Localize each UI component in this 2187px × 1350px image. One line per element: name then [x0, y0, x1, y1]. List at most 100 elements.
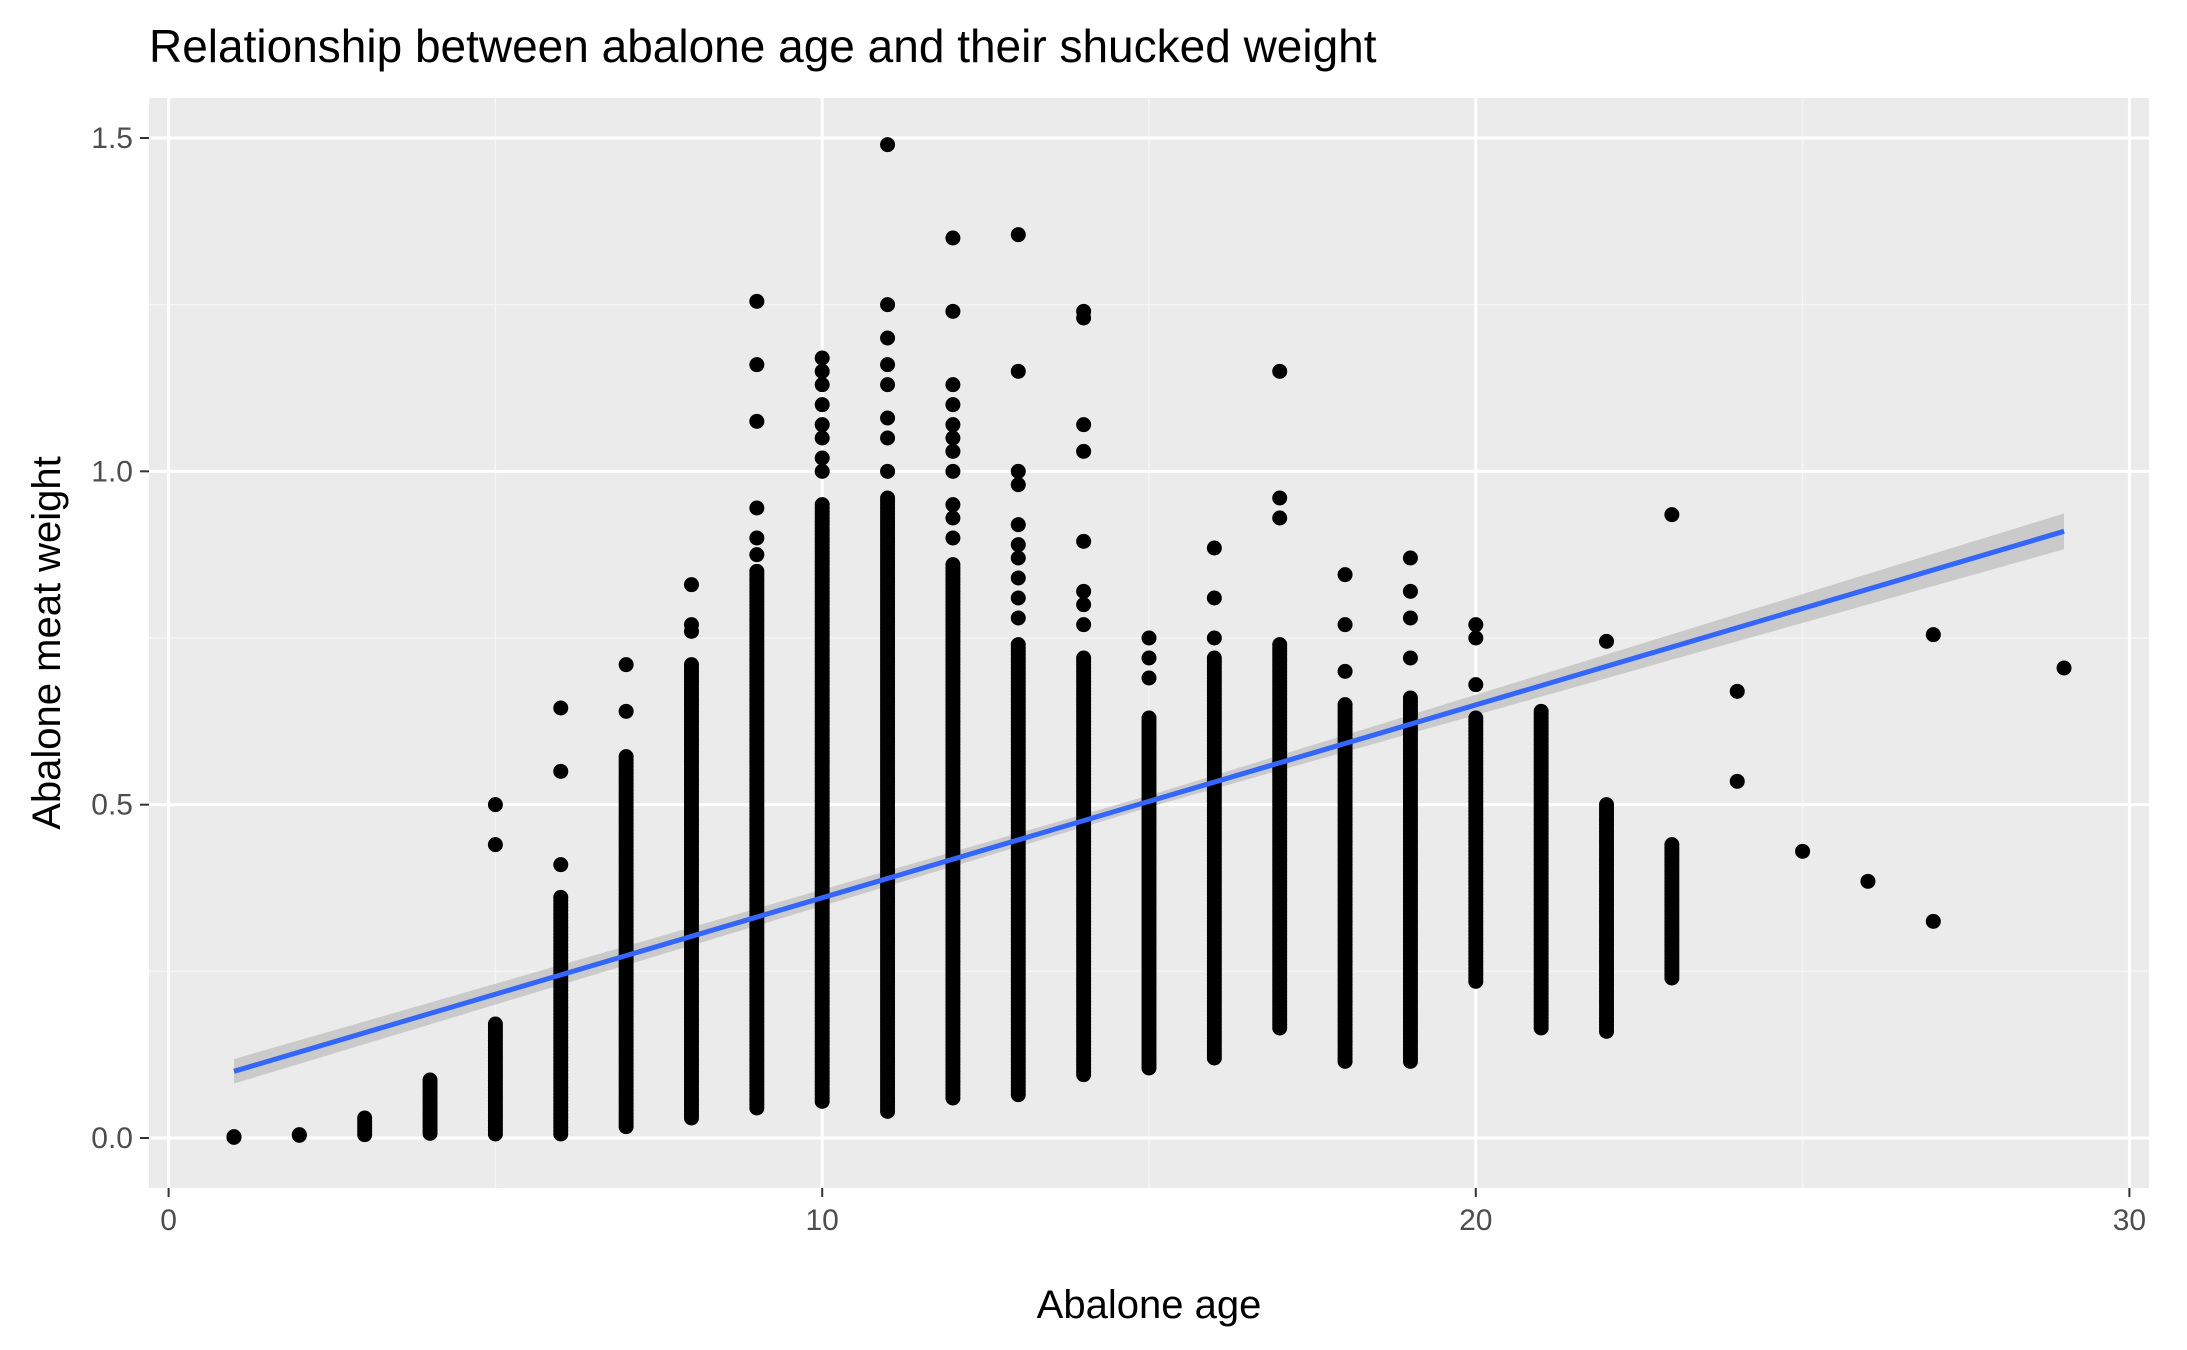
data-point: [1010, 610, 1026, 626]
data-point: [1141, 670, 1157, 686]
data-point: [749, 500, 765, 516]
data-point: [1860, 873, 1876, 889]
data-point: [1076, 443, 1092, 459]
data-point: [880, 297, 896, 313]
data-point: [1729, 683, 1745, 699]
data-point: [1402, 610, 1418, 626]
data-point: [618, 703, 634, 719]
data-point: [1076, 583, 1092, 599]
data-point: [814, 497, 830, 513]
data-point: [618, 749, 634, 765]
data-point: [1337, 617, 1353, 633]
x-axis-title: Abalone age: [1037, 1283, 1262, 1327]
data-point: [880, 357, 896, 373]
data-point: [1729, 773, 1745, 789]
data-point: [683, 657, 699, 673]
data-point: [749, 413, 765, 429]
data-point: [945, 303, 961, 319]
data-point: [553, 889, 569, 905]
data-point: [618, 657, 634, 673]
data-point: [945, 377, 961, 393]
data-point: [749, 563, 765, 579]
data-point: [880, 430, 896, 446]
data-point: [683, 617, 699, 633]
data-point: [814, 350, 830, 366]
data-point: [945, 530, 961, 546]
data-point: [749, 357, 765, 373]
data-point: [1076, 617, 1092, 633]
data-point: [1337, 697, 1353, 713]
data-point: [1076, 597, 1092, 613]
data-point: [1795, 843, 1811, 859]
data-point: [1664, 507, 1680, 523]
data-point: [1010, 363, 1026, 379]
data-point: [945, 397, 961, 413]
data-point: [422, 1072, 438, 1088]
data-point: [1076, 303, 1092, 319]
data-point: [1468, 677, 1484, 693]
data-point: [1010, 637, 1026, 653]
data-point: [487, 1016, 503, 1032]
data-point: [945, 497, 961, 513]
grid-lines: [149, 98, 2149, 1188]
axes: 0 10 20 30 0.0 0.5 1.0 1.5: [91, 122, 2146, 1237]
data-point: [880, 330, 896, 346]
data-point: [945, 557, 961, 573]
data-point: [814, 377, 830, 393]
data-point: [1010, 550, 1026, 566]
y-tick-label: 0.5: [91, 789, 133, 822]
data-point: [1925, 913, 1941, 929]
data-point: [1925, 627, 1941, 643]
data-point: [1272, 637, 1288, 653]
data-point: [291, 1127, 307, 1143]
data-point: [945, 510, 961, 526]
data-point: [1402, 690, 1418, 706]
trend-line-layer: [233, 528, 2065, 1074]
data-point: [945, 230, 961, 246]
chart-title: Relationship between abalone age and the…: [149, 20, 1377, 72]
data-point: [814, 450, 830, 466]
data-point: [814, 397, 830, 413]
data-point: [1206, 650, 1222, 666]
data-point: [1141, 650, 1157, 666]
data-point: [1402, 583, 1418, 599]
data-point: [1076, 650, 1092, 666]
data-point: [814, 363, 830, 379]
data-points: [226, 137, 2072, 1145]
data-point: [945, 443, 961, 459]
data-point: [683, 577, 699, 593]
y-tick-label: 1.0: [91, 455, 133, 488]
data-point: [880, 463, 896, 479]
data-point: [1010, 227, 1026, 243]
y-tick-label: 0.0: [91, 1122, 133, 1155]
data-point: [749, 293, 765, 309]
data-point: [1141, 630, 1157, 646]
data-point: [814, 463, 830, 479]
data-point: [226, 1129, 242, 1145]
y-tick-label: 1.5: [91, 122, 133, 155]
data-point: [1206, 540, 1222, 556]
data-point: [553, 857, 569, 873]
data-point: [880, 490, 896, 506]
data-point: [1272, 363, 1288, 379]
data-point: [1206, 630, 1222, 646]
data-point: [1076, 533, 1092, 549]
data-point: [945, 463, 961, 479]
data-point: [1010, 590, 1026, 606]
data-point: [1010, 570, 1026, 586]
data-point: [1468, 630, 1484, 646]
data-point: [1010, 463, 1026, 479]
x-tick-label: 10: [806, 1204, 839, 1237]
data-point: [1206, 590, 1222, 606]
x-tick-label: 20: [1459, 1204, 1492, 1237]
data-point: [1599, 633, 1615, 649]
data-point: [1599, 797, 1615, 813]
data-point: [1076, 417, 1092, 433]
data-point: [945, 430, 961, 446]
data-point: [1664, 837, 1680, 853]
data-point: [487, 797, 503, 813]
data-point: [749, 530, 765, 546]
data-point: [357, 1110, 373, 1126]
